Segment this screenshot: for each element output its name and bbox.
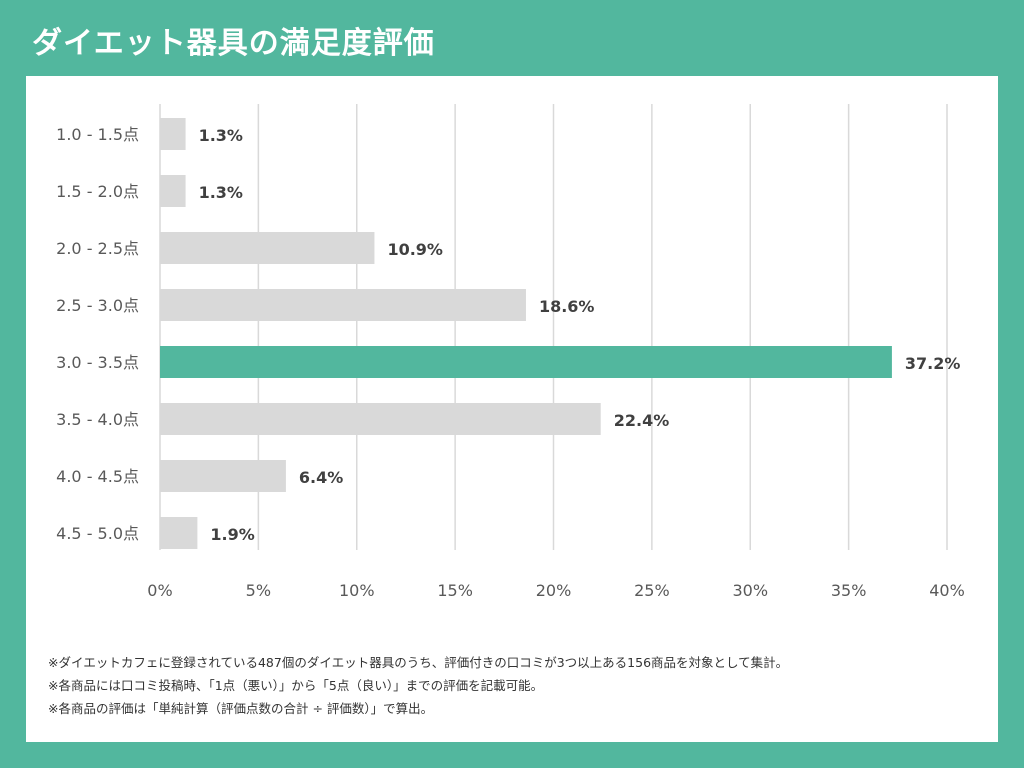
bar (160, 232, 375, 264)
bar (160, 118, 186, 150)
bar (160, 346, 892, 378)
x-tick-label: 25% (634, 581, 670, 600)
data-label: 6.4% (299, 468, 343, 487)
data-label: 22.4% (614, 411, 670, 430)
bar (160, 460, 286, 492)
page-title: ダイエット器具の満足度評価 (32, 26, 435, 61)
category-label: 1.0 - 1.5点 (56, 125, 139, 144)
x-tick-label: 30% (732, 581, 768, 600)
x-tick-label: 40% (929, 581, 965, 600)
footnote: ※ダイエットカフェに登録されている487個のダイエット器具のうち、評価付きの口コ… (48, 655, 789, 670)
data-label: 10.9% (387, 240, 443, 259)
footnote: ※各商品には口コミ投稿時、「1点（悪い）」から「5点（良い）」までの評価を記載可… (48, 678, 544, 693)
data-label: 1.9% (210, 525, 254, 544)
x-tick-label: 15% (437, 581, 473, 600)
category-label: 1.5 - 2.0点 (56, 182, 139, 201)
bar (160, 175, 186, 207)
x-tick-label: 0% (147, 581, 172, 600)
data-label: 37.2% (905, 354, 961, 373)
footnote: ※各商品の評価は「単純計算（評価点数の合計 ÷ 評価数）」で算出。 (48, 701, 434, 716)
bar (160, 289, 526, 321)
bar-chart: 0% 5% 10% 15% 20% 25% 30% 35% 40% 1.0 - 1.5点 1.3% 1… (56, 104, 965, 600)
bar (160, 403, 601, 435)
data-label: 1.3% (199, 126, 243, 145)
category-label: 2.0 - 2.5点 (56, 239, 139, 258)
x-tick-label: 20% (536, 581, 572, 600)
data-label: 18.6% (539, 297, 595, 316)
category-label: 4.0 - 4.5点 (56, 467, 139, 486)
bar (160, 517, 198, 549)
data-label: 1.3% (199, 183, 243, 202)
x-tick-label: 5% (246, 581, 271, 600)
x-tick-label: 35% (831, 581, 867, 600)
footnotes: ※ダイエットカフェに登録されている487個のダイエット器具のうち、評価付きの口コ… (48, 651, 788, 720)
category-label: 3.5 - 4.0点 (56, 410, 139, 429)
x-tick-label: 10% (339, 581, 375, 600)
category-label: 4.5 - 5.0点 (56, 524, 139, 543)
category-label: 2.5 - 3.0点 (56, 296, 139, 315)
category-label: 3.0 - 3.5点 (56, 353, 139, 372)
chart-panel: 0% 5% 10% 15% 20% 25% 30% 35% 40% 1.0 - 1.5点 1.3% 1… (26, 76, 998, 742)
